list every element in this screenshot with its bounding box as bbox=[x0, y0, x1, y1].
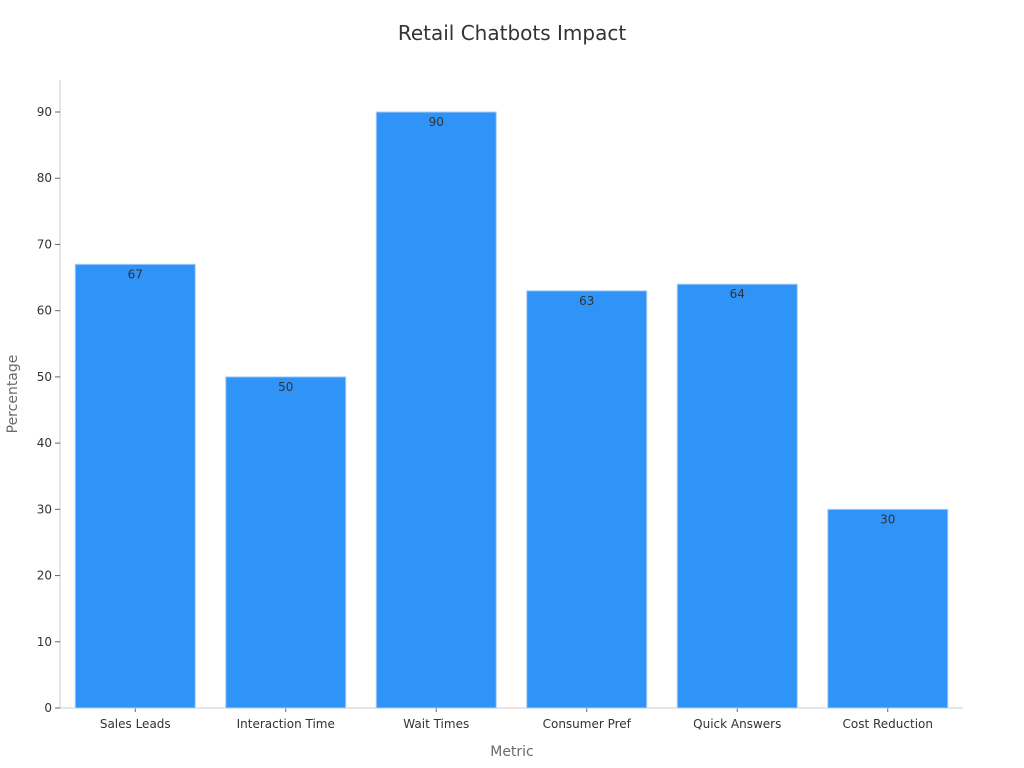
data-labels: 67 50 90 63 64 30 bbox=[128, 115, 896, 526]
bar bbox=[74, 263, 196, 709]
y-tick-label: 90 bbox=[37, 105, 52, 119]
y-tick-label: 60 bbox=[37, 304, 52, 318]
y-axis: 0 10 20 30 40 50 60 70 80 90 bbox=[37, 80, 61, 715]
x-tick-label: Quick Answers bbox=[693, 717, 781, 731]
y-tick-label: 40 bbox=[37, 436, 52, 450]
bar-value-label: 30 bbox=[880, 512, 895, 526]
x-tick-label: Wait Times bbox=[403, 717, 469, 731]
bar bbox=[526, 290, 648, 709]
bar bbox=[827, 508, 949, 709]
bars bbox=[74, 111, 949, 709]
bar bbox=[676, 283, 798, 709]
x-axis: Sales Leads Interaction Time Wait Times Con… bbox=[60, 707, 963, 731]
x-tick-label: Cost Reduction bbox=[843, 717, 933, 731]
bar-value-label: 67 bbox=[128, 267, 143, 281]
x-axis-title: Metric bbox=[490, 744, 534, 760]
y-tick-label: 10 bbox=[37, 635, 52, 649]
bar bbox=[375, 111, 497, 709]
bar-value-label: 50 bbox=[278, 380, 293, 394]
bar-value-label: 63 bbox=[579, 294, 594, 308]
x-tick-label: Sales Leads bbox=[100, 717, 171, 731]
y-tick-label: 20 bbox=[37, 569, 52, 583]
x-tick-label: Interaction Time bbox=[237, 717, 335, 731]
x-tick-label: Consumer Pref bbox=[543, 717, 632, 731]
y-axis-title: Percentage bbox=[5, 355, 21, 434]
y-tick-label: 80 bbox=[37, 171, 52, 185]
chart-title: Retail Chatbots Impact bbox=[398, 21, 626, 45]
bar-value-label: 90 bbox=[429, 115, 444, 129]
y-tick-label: 0 bbox=[44, 701, 52, 715]
y-tick-label: 30 bbox=[37, 502, 52, 516]
y-tick-label: 70 bbox=[37, 237, 52, 251]
bar-value-label: 64 bbox=[730, 287, 745, 301]
y-tick-label: 50 bbox=[37, 370, 52, 384]
bar bbox=[225, 376, 347, 709]
